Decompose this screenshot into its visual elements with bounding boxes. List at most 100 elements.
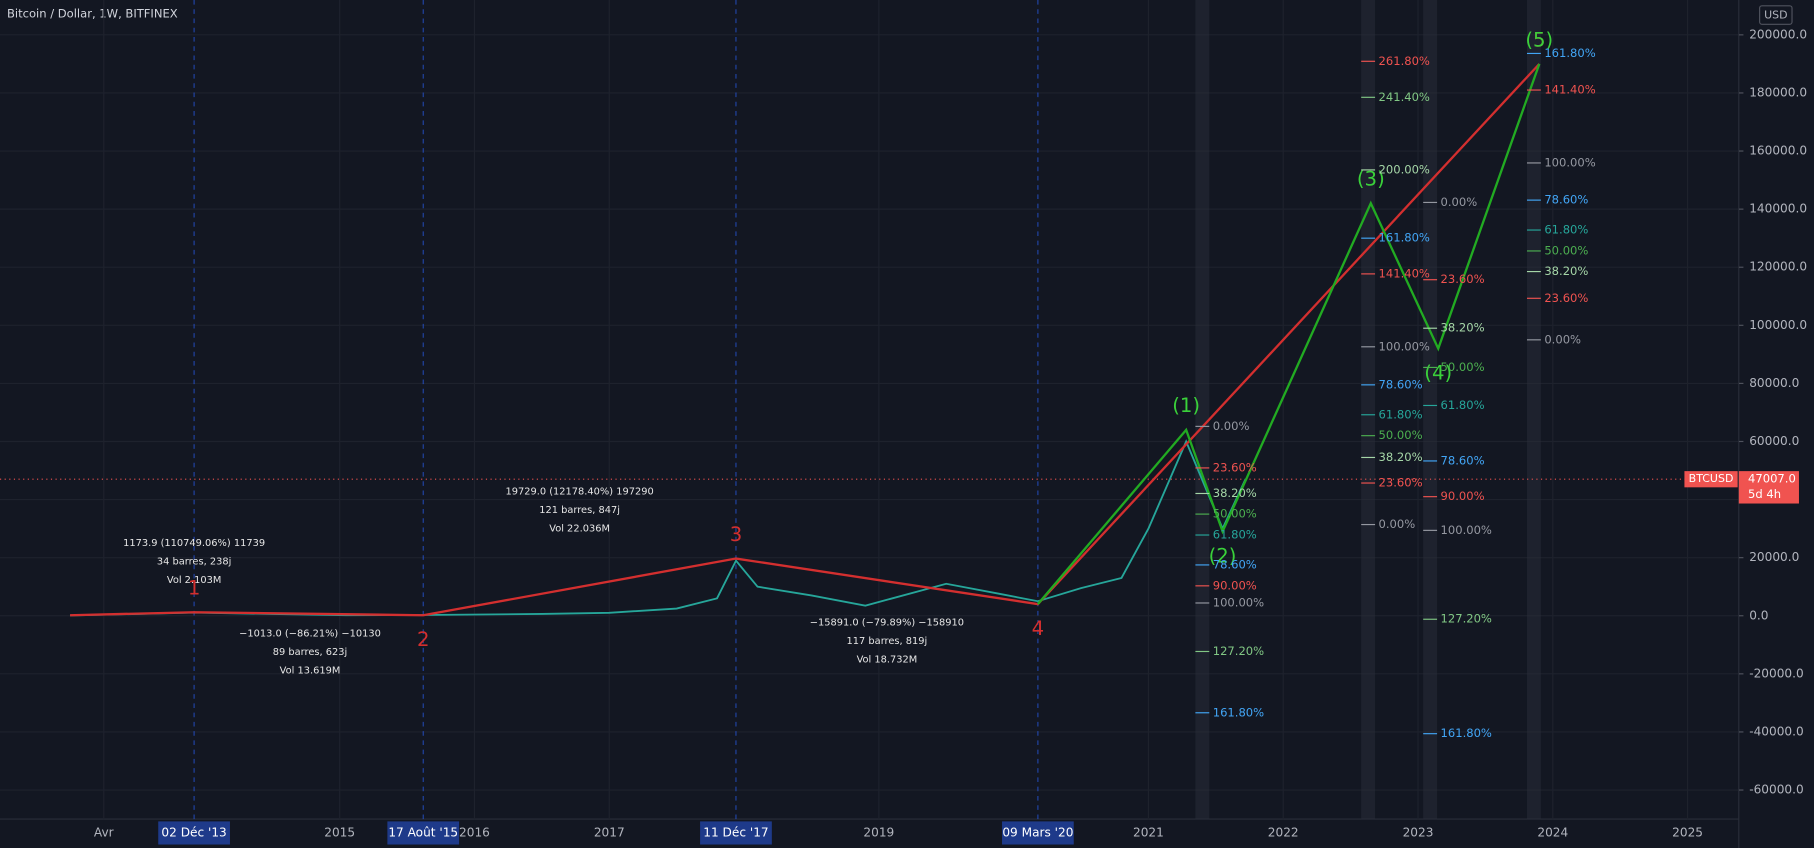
wave-label: (1)	[1172, 394, 1200, 417]
x-tick-label: 2022	[1268, 825, 1299, 839]
y-tick-label: 120000.0	[1749, 260, 1807, 274]
y-tick-label: -60000.0	[1749, 783, 1804, 797]
fib-column	[1423, 0, 1438, 820]
fib-label: 90.00%	[1441, 489, 1485, 503]
currency-box[interactable]	[1759, 5, 1793, 25]
fib-label: 38.20%	[1441, 321, 1485, 335]
wave-line	[1036, 63, 1541, 605]
chart-title: Bitcoin / Dollar, 1W, BITFINEX	[7, 6, 178, 20]
fib-label: 200.00%	[1379, 162, 1430, 176]
y-tick-label: 160000.0	[1749, 144, 1807, 158]
x-tick-label: Avr	[94, 825, 114, 839]
wave-label: 5	[1533, 28, 1546, 51]
fib-label: 161.80%	[1213, 705, 1264, 719]
measure-text: 34 barres, 238j	[157, 556, 232, 567]
marker-box	[1002, 821, 1074, 845]
measure-text: −15891.0 (−79.89%) −158910	[810, 618, 964, 629]
wave-label: 2	[417, 628, 430, 651]
symbol-tag	[1684, 471, 1738, 488]
measure-text: Vol 2.103M	[167, 575, 221, 586]
price-label: 47007.0	[1748, 472, 1796, 486]
fib-label: 241.40%	[1379, 90, 1430, 104]
fib-label: 50.00%	[1213, 507, 1257, 521]
fib-label: 38.20%	[1213, 486, 1257, 500]
fib-label: 100.00%	[1379, 339, 1430, 353]
fib-label: 78.60%	[1379, 377, 1423, 391]
wave-label: 3	[730, 523, 743, 546]
fib-label: 78.60%	[1441, 453, 1485, 467]
x-tick-label: 2023	[1403, 825, 1434, 839]
marker-box	[158, 821, 230, 845]
y-tick-label: 100000.0	[1749, 318, 1807, 332]
fib-label: 50.00%	[1379, 428, 1423, 442]
y-tick-label: 80000.0	[1749, 376, 1799, 390]
fib-label: 38.20%	[1379, 450, 1423, 464]
currency[interactable]: USD	[1764, 9, 1787, 22]
fib-label: 161.80%	[1441, 726, 1492, 740]
marker-box	[700, 821, 772, 845]
fib-label: 23.60%	[1379, 476, 1423, 490]
fib-label: 141.40%	[1544, 83, 1595, 97]
fib-label: 78.60%	[1213, 557, 1257, 571]
wave-label: (3)	[1357, 168, 1385, 191]
fib-column	[1361, 0, 1376, 820]
x-tick-label: 2015	[324, 825, 355, 839]
measure-text: 117 barres, 819j	[847, 636, 928, 647]
y-tick-label: 0.0	[1749, 608, 1768, 622]
fib-label: 78.60%	[1544, 193, 1588, 207]
x-tick-label: 2019	[863, 825, 894, 839]
fib-label: 261.80%	[1379, 54, 1430, 68]
y-tick-label: 60000.0	[1749, 434, 1799, 448]
measure-text: 121 barres, 847j	[539, 505, 620, 516]
x-tick-label: 2025	[1672, 825, 1703, 839]
fib-label: 0.00%	[1379, 517, 1416, 531]
fib-label: 50.00%	[1441, 360, 1485, 374]
wave-label: (5)	[1525, 28, 1553, 51]
fib-label: 127.20%	[1213, 644, 1264, 658]
y-tick-label: 180000.0	[1749, 85, 1807, 99]
fib-label: 50.00%	[1544, 243, 1588, 257]
y-tick-label: 20000.0	[1749, 550, 1799, 564]
fib-label: 100.00%	[1544, 155, 1595, 169]
marker-label: 02 Déc '13	[161, 825, 226, 839]
x-tick-label: 2021	[1133, 825, 1164, 839]
measure-text: Vol 18.732M	[857, 655, 918, 666]
measure-text: Vol 22.036M	[549, 523, 610, 534]
fib-label: 90.00%	[1213, 578, 1257, 592]
fib-label: 0.00%	[1441, 195, 1478, 209]
y-tick-label: -40000.0	[1749, 724, 1804, 738]
marker-label: 09 Mars '20	[1002, 825, 1073, 839]
fib-label: 100.00%	[1441, 523, 1492, 537]
fib-column	[1195, 0, 1210, 820]
fib-label: 127.20%	[1441, 612, 1492, 626]
marker-label: 11 Déc '17	[703, 825, 768, 839]
fib-label: 23.60%	[1544, 291, 1588, 305]
fib-column	[1526, 0, 1541, 820]
price-tag	[1738, 471, 1799, 504]
wave-label: (2)	[1209, 544, 1237, 567]
measure-text: 19729.0 (12178.40%) 197290	[505, 486, 653, 497]
fib-label: 100.00%	[1213, 595, 1264, 609]
measure-text: 89 barres, 623j	[273, 647, 348, 658]
measure-text: 1173.9 (110749.06%) 11739	[123, 538, 265, 549]
wave-line	[70, 63, 1541, 617]
countdown-label: 5d 4h	[1748, 487, 1781, 501]
fib-label: 61.80%	[1441, 398, 1485, 412]
marker-label: 17 Août '15	[388, 825, 458, 839]
x-tick-label: 2016	[459, 825, 490, 839]
y-tick-label: -20000.0	[1749, 666, 1804, 680]
x-tick-label: 2017	[594, 825, 625, 839]
x-tick-label: 2024	[1537, 825, 1568, 839]
fib-label: 0.00%	[1544, 332, 1581, 346]
fib-label: 61.80%	[1544, 223, 1588, 237]
fib-label: 38.20%	[1544, 264, 1588, 278]
fib-label: 161.80%	[1379, 231, 1430, 245]
fib-label: 0.00%	[1213, 419, 1250, 433]
fib-label: 61.80%	[1379, 407, 1423, 421]
fib-label: 141.40%	[1379, 266, 1430, 280]
fib-label: 61.80%	[1213, 528, 1257, 542]
wave-label: 4	[1032, 617, 1045, 640]
measure-text: Vol 13.619M	[280, 666, 341, 677]
